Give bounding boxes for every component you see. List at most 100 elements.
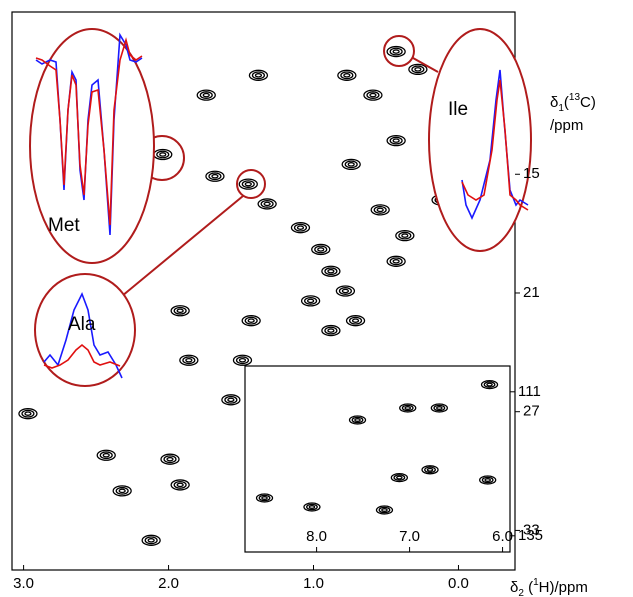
y-tick-label: 15 (523, 165, 540, 182)
contour-ring (483, 381, 496, 388)
y-axis-label: δ1(13C) (550, 92, 596, 114)
peak (321, 265, 341, 277)
annotation: Ala (68, 314, 96, 335)
contour-ring (257, 198, 277, 210)
y-label-part: C) (580, 94, 596, 111)
peak (170, 479, 190, 491)
contour-ring (311, 243, 331, 256)
x-label-part: δ (510, 579, 518, 596)
contour-ring (261, 496, 268, 500)
contour-ring (348, 316, 363, 325)
peak (255, 493, 274, 503)
x-tick-label: 0.0 (448, 575, 469, 592)
contour-ring (347, 162, 355, 167)
contour-ring (293, 223, 308, 232)
contour-ring (232, 354, 253, 366)
contour-ring (341, 158, 361, 171)
y-label-part: /ppm (550, 117, 583, 134)
contour-ring (337, 69, 357, 81)
contour-ring (376, 207, 384, 213)
contour-ring (224, 395, 238, 404)
peak (196, 89, 216, 101)
contour-ring (401, 233, 409, 238)
peak (141, 534, 161, 546)
contour-ring (244, 316, 258, 325)
contour-ring (378, 506, 391, 514)
contour-ring (99, 451, 113, 460)
x-label-part: ( (524, 579, 533, 596)
contour-ring (241, 180, 255, 189)
contour-ring (392, 259, 400, 264)
contour-ring (147, 538, 155, 543)
peak (335, 285, 356, 297)
contour-ring (338, 287, 352, 295)
contour-ring (386, 134, 406, 147)
y-label-part: 1 (558, 103, 564, 114)
peak (399, 403, 417, 413)
contour-ring (373, 205, 387, 214)
peak (479, 475, 497, 485)
ala-trace-red (43, 343, 121, 369)
contour-ring (430, 403, 448, 413)
peak (386, 134, 406, 147)
contour-ring (389, 257, 403, 266)
contour-ring (314, 245, 328, 254)
contour-ring (235, 356, 250, 365)
contour-ring (479, 475, 497, 485)
contour-ring (340, 71, 354, 80)
x-tick-label: 1.0 (303, 575, 324, 592)
contour-ring (341, 288, 350, 294)
contour-ring (247, 318, 255, 323)
contour-ring (395, 229, 415, 242)
y-label-part: ( (564, 94, 569, 111)
contour-ring (18, 408, 38, 420)
contour-ring (414, 67, 422, 72)
peak (345, 315, 366, 327)
contour-ring (176, 482, 184, 488)
contour-ring (369, 92, 377, 98)
contour-ring (392, 138, 400, 143)
contour-ring (351, 318, 360, 323)
contour-ring (398, 231, 412, 240)
y-label-part: 13 (569, 92, 581, 103)
x-tick-label: 6.0 (492, 528, 513, 545)
contour-ring (321, 324, 341, 337)
contour-ring (306, 503, 318, 511)
contour-ring (166, 456, 174, 462)
inset-peaks (255, 379, 499, 515)
contour-ring (375, 505, 394, 515)
annotation: Met (48, 215, 80, 236)
slice-insets: Met Ile Ala (29, 28, 532, 387)
y-axis-label-unit: /ppm (550, 117, 583, 134)
contour-ring (389, 136, 403, 145)
peak (421, 465, 439, 475)
contour-ring (370, 204, 390, 216)
contour-ring (389, 47, 403, 56)
contour-ring (296, 225, 305, 230)
contour-ring (170, 305, 190, 317)
contour-ring (251, 71, 266, 80)
contour-ring (351, 416, 364, 424)
contour-ring (196, 89, 216, 101)
contour-ring (421, 465, 439, 475)
connector (121, 195, 244, 297)
peak (238, 178, 258, 190)
contour-ring (363, 89, 383, 101)
contour-ring (486, 382, 493, 387)
y-tick-label: 27 (523, 403, 540, 420)
x-tick-label: 2.0 (158, 575, 179, 592)
contour-ring (396, 475, 403, 480)
peak (386, 255, 406, 267)
x-tick-label: 3.0 (13, 575, 34, 592)
contour-ring (354, 418, 361, 422)
contour-ring (327, 268, 335, 274)
contour-ring (102, 452, 110, 458)
peak (390, 472, 409, 483)
peak (112, 485, 132, 497)
x-label-part: 1 (533, 577, 539, 588)
zoom-circle (383, 35, 415, 67)
peak (395, 229, 415, 242)
contour-ring (321, 265, 341, 277)
contour-ring (386, 45, 406, 58)
